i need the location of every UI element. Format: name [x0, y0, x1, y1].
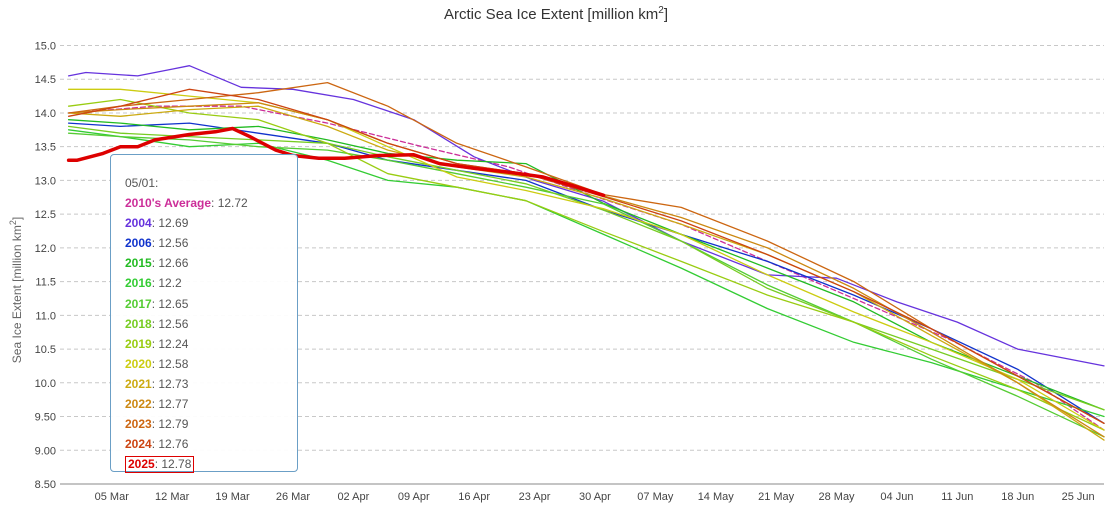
series-line-2017: [67, 132, 1105, 438]
y-tick-label: 9.00: [35, 445, 56, 457]
x-tick-label: 11 Jun: [941, 491, 973, 503]
tooltip-series-value: 12.78: [161, 457, 192, 472]
series-line-2021: [67, 105, 1105, 441]
tooltip-series-name: 2010's Average: [125, 196, 212, 211]
x-tick-label: 02 Apr: [337, 491, 369, 503]
tooltip-series-value: 12.24: [158, 336, 189, 351]
chart-title: Arctic Sea Ice Extent [million km2]: [444, 5, 668, 23]
series-line-2019: [67, 98, 1105, 431]
x-tick-label: 26 Mar: [276, 491, 311, 503]
x-tick-label: 21 May: [758, 491, 795, 503]
y-tick-label: 14.0: [35, 108, 56, 120]
tooltip-date: 05/01:: [125, 176, 159, 190]
tooltip-row: 2021: 12.73: [125, 376, 189, 391]
tooltip-row: 2018: 12.56: [125, 316, 189, 331]
tooltip-series-value: 12.65: [158, 296, 189, 311]
tooltip-series-value: 12.77: [158, 397, 189, 412]
x-tick-label: 16 Apr: [458, 491, 490, 503]
y-tick-label: 11.0: [35, 310, 56, 322]
tooltip-row: 2019: 12.24: [125, 336, 189, 351]
chart-title-text: Arctic Sea Ice Extent [million km: [444, 6, 658, 23]
y-axis-label-superscript: 2: [8, 220, 18, 225]
y-tick-label: 13.0: [35, 175, 56, 187]
series-line-2015: [67, 119, 1105, 411]
tooltip-row: 2023: 12.79: [125, 417, 189, 432]
tooltip-series-value: 12.69: [158, 216, 189, 231]
tooltip-series-value: 12.79: [158, 417, 189, 432]
y-tick-label: 12.0: [35, 243, 56, 255]
series-line-2020: [67, 88, 1105, 431]
tooltip-series-name: 2004: [125, 216, 152, 231]
tooltip-series-value: 12.72: [217, 196, 248, 211]
tooltip-row: 2017: 12.65: [125, 296, 189, 311]
x-tick-label: 25 Jun: [1062, 491, 1095, 503]
y-tick-label: 11.5: [35, 277, 56, 289]
series-line-2018: [67, 125, 1105, 411]
tooltip-series-value: 12.73: [158, 376, 189, 391]
tooltip-series-value: 12.66: [158, 256, 189, 271]
tooltip-row: 2004: 12.69: [125, 216, 189, 231]
chart-title-superscript: 2: [658, 5, 664, 16]
series-line-2023: [67, 81, 1105, 424]
tooltip-row: 2020: 12.58: [125, 356, 189, 371]
tooltip-series-name: 2017: [125, 296, 152, 311]
tooltip-series-name: 2025: [128, 457, 155, 472]
y-axis-label-text: Sea Ice Extent [million km: [10, 225, 24, 363]
y-tick-label: 14.5: [35, 74, 56, 86]
tooltip-row: 2022: 12.77: [125, 397, 189, 412]
y-axis-label-end: ]: [10, 217, 24, 220]
y-tick-label: 13.5: [35, 142, 56, 154]
y-tick-label: 8.50: [35, 479, 56, 491]
series-line-2025: [66, 126, 606, 198]
hover-tooltip: 05/01: 2010's Average: 12.72 2004: 12.69 2…: [110, 154, 298, 474]
tooltip-row: 2016: 12.2: [125, 276, 182, 291]
y-tick-label: 9.50: [35, 412, 56, 424]
tooltip-series-name: 2006: [125, 236, 152, 251]
tooltip-series-name: 2021: [125, 376, 152, 391]
x-tick-label: 09 Apr: [398, 491, 430, 503]
series-lines: [66, 65, 1105, 441]
x-tick-label: 04 Jun: [880, 491, 913, 503]
tooltip-series-name: 2018: [125, 316, 152, 331]
tooltip-row: 2010's Average: 12.72: [125, 196, 248, 211]
y-tick-label: 10.5: [35, 344, 56, 356]
x-tick-label: 18 Jun: [1001, 491, 1034, 503]
tooltip-row: 2025: 12.78: [125, 454, 297, 474]
x-tick-labels: 05 Mar 12 Mar 19 Mar 26 Mar 02 Apr 09 Apr 16 A…: [95, 491, 1095, 503]
x-tick-label: 23 Apr: [519, 491, 551, 503]
tooltip-series-value: 12.2: [158, 276, 182, 291]
y-tick-label: 15.0: [35, 40, 56, 52]
tooltip-series-name: 2015: [125, 256, 152, 271]
tooltip-series-name: 2019: [125, 336, 152, 351]
x-tick-label: 19 Mar: [215, 491, 250, 503]
y-tick-label: 12.5: [35, 209, 56, 221]
tooltip-series-value: 12.56: [158, 236, 189, 251]
x-tick-label: 07 May: [637, 491, 674, 503]
y-tick-labels: 8.50 9.00 9.50 10.0 10.5 11.0 11.5 12.0 12.5 13.0…: [35, 40, 56, 491]
tooltip-series-name: 2023: [125, 417, 152, 432]
x-tick-label: 30 Apr: [579, 491, 611, 503]
chart-title-end: ]: [664, 6, 668, 23]
tooltip-row: 2024: 12.76: [125, 437, 189, 452]
tooltip-series-name: 2022: [125, 397, 152, 412]
y-axis-label: Sea Ice Extent [million km2]: [8, 217, 24, 363]
tooltip-series-name: 2020: [125, 356, 152, 371]
tooltip-series-name: 2016: [125, 276, 152, 291]
x-tick-label: 14 May: [698, 491, 735, 503]
y-tick-label: 10.0: [35, 378, 56, 390]
x-tick-label: 05 Mar: [95, 491, 130, 503]
x-tick-label: 28 May: [818, 491, 855, 503]
tooltip-row: 2015: 12.66: [125, 256, 189, 271]
tooltip-series-value: 12.56: [158, 316, 189, 331]
tooltip-series-name: 2024: [125, 437, 152, 452]
series-line-2004: [67, 65, 1105, 367]
x-tick-label: 12 Mar: [155, 491, 190, 503]
tooltip-series-value: 12.58: [158, 356, 189, 371]
tooltip-series-value: 12.76: [158, 437, 189, 452]
tooltip-row: 2006: 12.56: [125, 236, 189, 251]
